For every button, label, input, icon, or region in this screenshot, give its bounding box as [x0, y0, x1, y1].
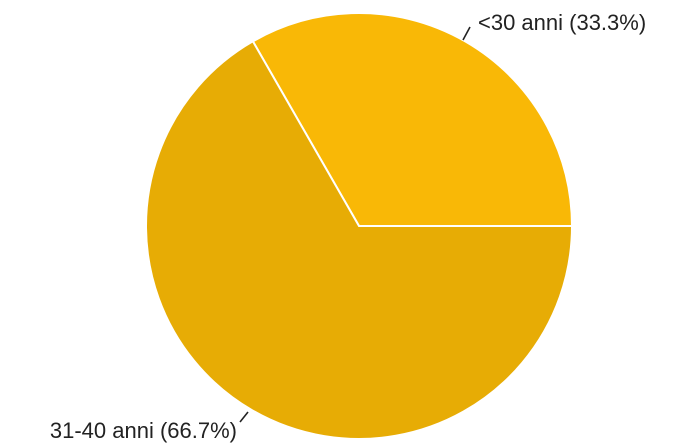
- slice-label-0: <30 anni (33.3%): [478, 10, 646, 35]
- pie-slice-0: [251, 12, 574, 227]
- pie-slice-1: [145, 39, 574, 440]
- leader-line-0: [462, 26, 471, 41]
- slice-label-1: 31-40 anni (66.7%): [50, 418, 237, 443]
- pie-slices: [145, 12, 574, 440]
- pie-labels: <30 anni (33.3%) 31-40 anni (66.7%): [50, 10, 646, 443]
- leader-line-1: [239, 411, 249, 423]
